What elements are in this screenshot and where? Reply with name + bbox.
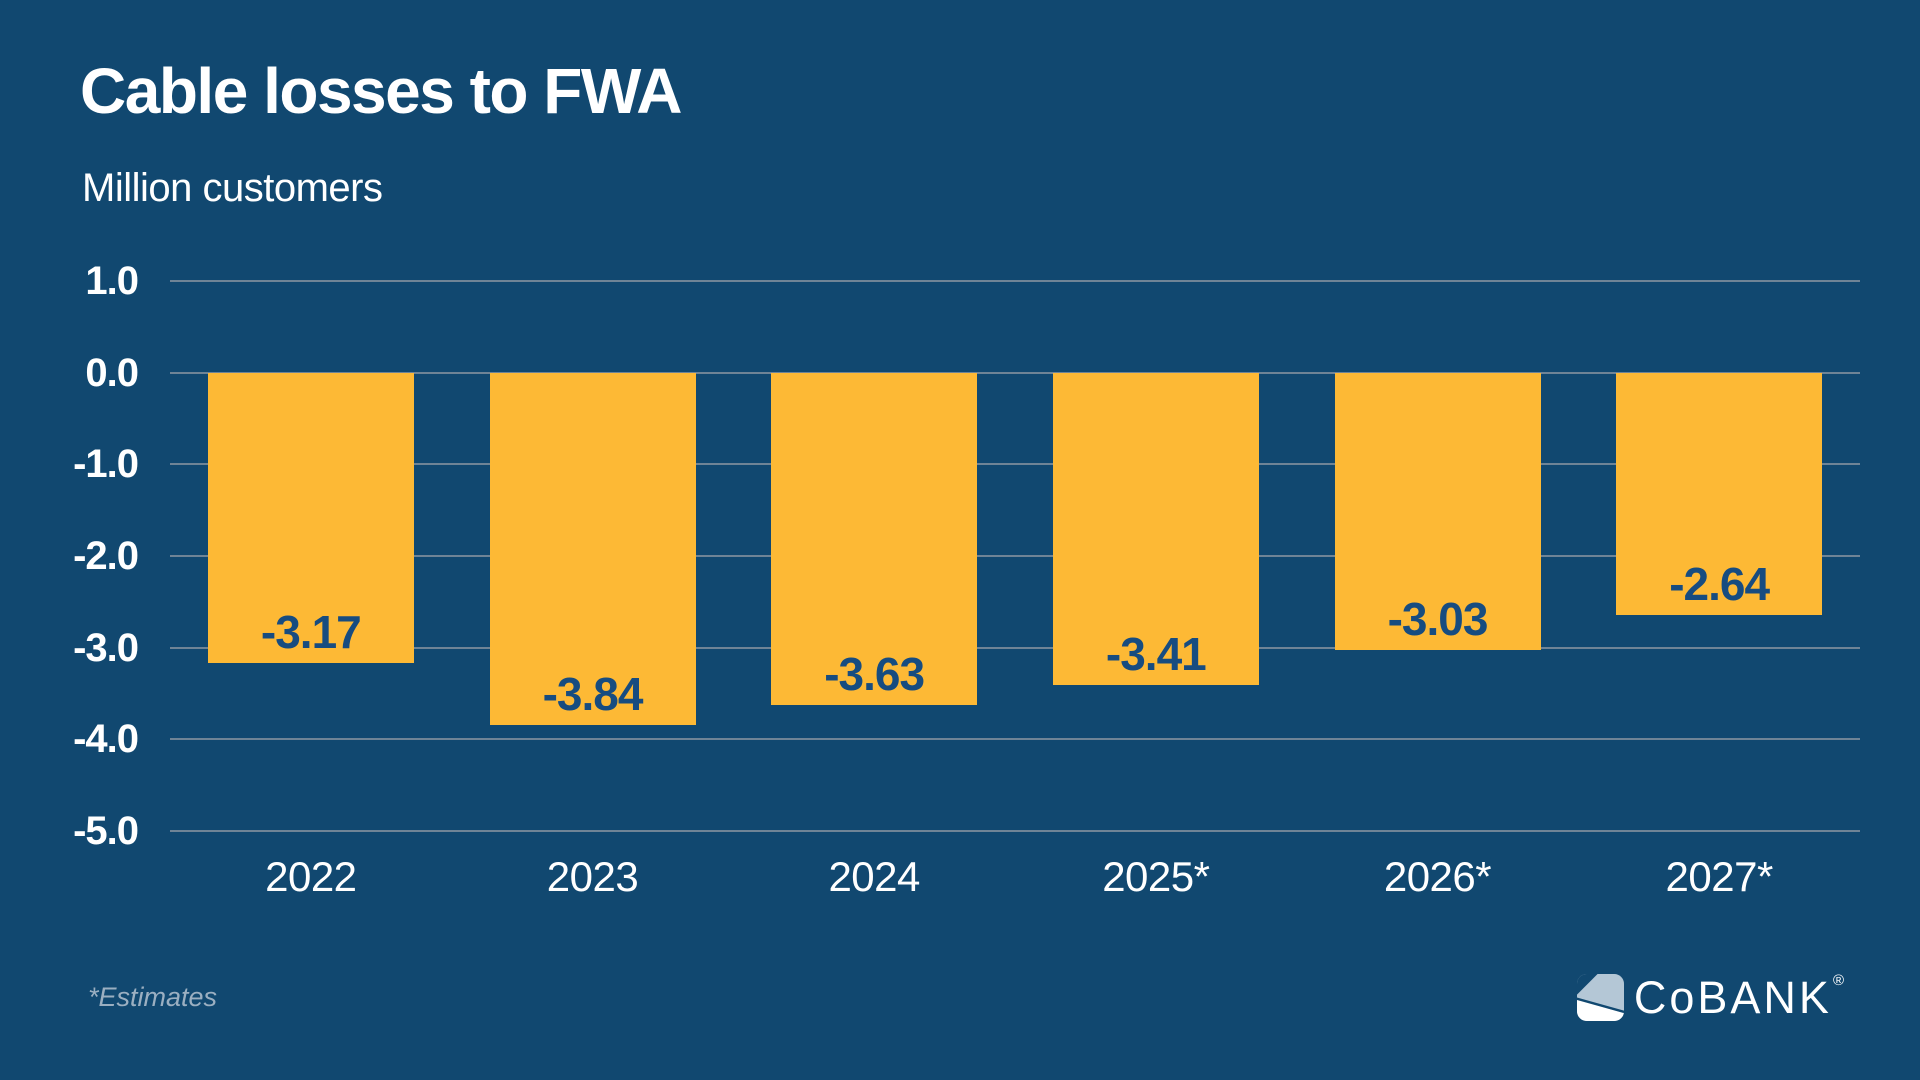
x-tick-label-2023: 2023: [546, 853, 639, 900]
gridline--3.0: [170, 646, 1860, 649]
logo-letter-c: C: [1633, 972, 1670, 1023]
bar-2023: -3.84: [489, 372, 696, 725]
bar-2024: -3.63: [771, 372, 978, 706]
bar-value-label-2025*: -3.41: [1105, 628, 1207, 681]
bar-2027*: -2.64: [1616, 372, 1823, 615]
y-tick-label--2.0: -2.0: [73, 534, 139, 578]
y-tick-label--4.0: -4.0: [73, 717, 139, 762]
gridline-0.0: [170, 371, 1860, 374]
y-tick-label--3.0: -3.0: [73, 625, 139, 670]
gridline--1.0: [170, 463, 1860, 466]
x-tick-label-2027*: 2027*: [1665, 853, 1774, 900]
bar-value-label-2026*: -3.03: [1387, 593, 1489, 646]
registered-mark: ®: [1832, 972, 1844, 989]
gridline-1.0: [170, 280, 1860, 282]
bar-value-label-2027*: -2.64: [1669, 557, 1770, 610]
plot-area: -3.17 -3.84 -3.63 -3.41 -3.03 -2.64: [170, 280, 1860, 832]
x-tick-label-2025*: 2025*: [1102, 853, 1210, 900]
bar-2026*: -3.03: [1334, 372, 1541, 651]
gridline--2.0: [170, 555, 1860, 557]
bar-2022: -3.17: [207, 372, 414, 664]
logo-letters-bank: BANK: [1697, 972, 1832, 1023]
bar-value-label-2024: -3.63: [824, 648, 925, 701]
x-tick-label-2024: 2024: [828, 853, 920, 900]
chart-title: Cable losses to FWA: [80, 55, 682, 127]
bar-2025*: -3.41: [1052, 372, 1259, 686]
gridline--5.0: [170, 830, 1860, 832]
chart-unit-label: Million customers: [82, 166, 383, 210]
y-tick-label--1.0: -1.0: [73, 442, 139, 487]
cobank-logo-icon: [1576, 974, 1624, 1021]
y-tick-label-1.0: 1.0: [85, 259, 139, 303]
x-tick-label-2022: 2022: [265, 853, 357, 900]
x-tick-label-2026*: 2026*: [1383, 853, 1492, 900]
bar-value-label-2022: -3.17: [260, 606, 362, 659]
estimates-footnote: *Estimates: [88, 982, 218, 1012]
gridline--4.0: [170, 738, 1860, 741]
logo-letter-o: o: [1669, 972, 1698, 1023]
bar-value-label-2023: -3.84: [542, 667, 644, 720]
y-tick-label--5.0: -5.0: [73, 809, 139, 853]
y-tick-label-0.0: 0.0: [85, 350, 139, 395]
